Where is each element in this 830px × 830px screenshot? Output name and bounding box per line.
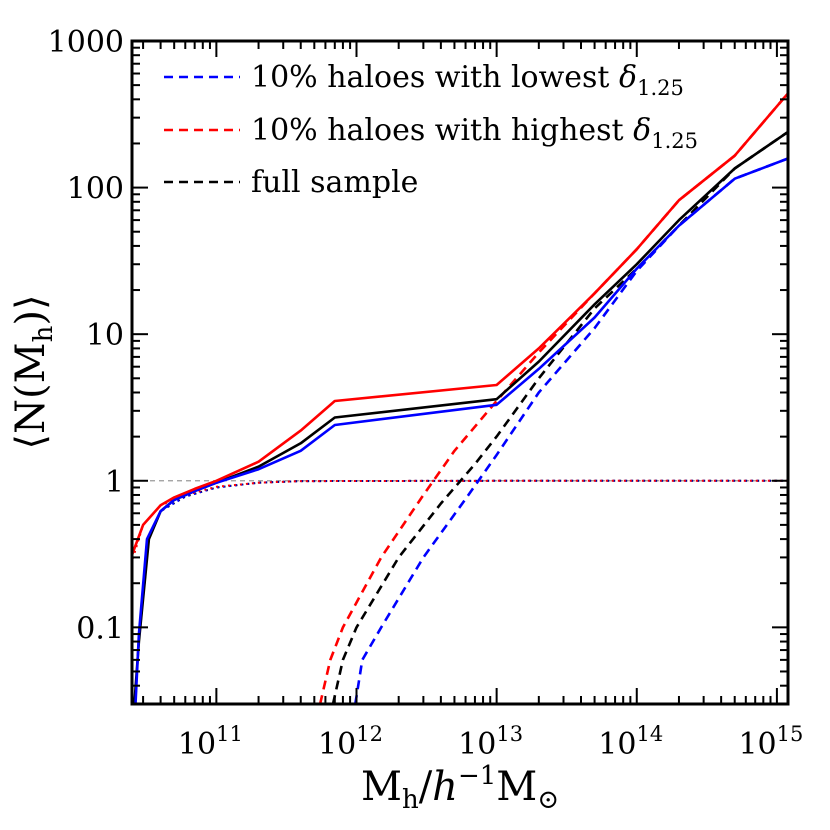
x-label-main: M [361,764,402,810]
legend-delta-subscript: 1.25 [651,129,698,153]
y-tick-label: 0.1 [76,611,124,646]
legend-label-0: 10% haloes with lowest δ1.25 [251,60,684,100]
series-line-2 [132,92,788,559]
x-label-exp: −1 [458,761,496,791]
x-tick-label: 1011 [178,722,243,762]
x-tick-label-base: 10 [318,727,356,762]
x-tick-label: 1012 [318,722,383,762]
y-tick-label: 100 [67,172,124,207]
legend-label-1: 10% haloes with highest δ1.25 [251,113,698,153]
legend-text: 10% haloes with lowest [251,60,619,95]
y-label-open: ⟨ [8,434,54,450]
legend-delta-symbol: δ [633,113,651,148]
y-tick-label: 1000 [48,25,124,60]
y-label-sub: h [29,325,59,342]
series-line-4 [134,479,788,704]
series-line-6 [331,130,788,704]
x-label-sub1: h [402,785,419,815]
series-line-5 [132,479,788,565]
series-line-7 [354,157,788,704]
x-tick-label-base: 10 [598,727,636,762]
x-tick-label-base: 10 [458,727,496,762]
y-tick-label: 10 [86,318,124,353]
series-line-1 [134,157,788,704]
x-tick-label-exp: 15 [777,722,804,746]
y-label-N: N(M [8,342,54,434]
x-label-M: M [496,764,537,810]
x-tick-label-base: 10 [738,727,776,762]
x-tick-label-exp: 11 [216,722,243,746]
legend-delta-symbol: δ [619,60,637,95]
x-tick-label: 1014 [598,722,663,762]
series-line-8 [318,92,788,704]
legend-label-2: full sample [251,165,418,200]
legend-text: 10% haloes with highest [251,113,633,148]
y-axis-label: ⟨N(Mh)⟩ [8,294,59,449]
x-label-slash: / [419,764,433,810]
series-layer [132,92,788,704]
x-tick-label-exp: 14 [636,722,663,746]
y-label-close: )⟩ [8,294,54,325]
x-tick-label: 1015 [738,722,803,762]
x-label-sub2: ⊙ [537,785,559,815]
x-label-h: h [432,764,458,810]
x-tick-label-exp: 13 [496,722,523,746]
legend-text: full sample [251,165,418,200]
x-axis-label: Mh/h−1M⊙ [361,761,559,815]
legend-delta-subscript: 1.25 [637,76,684,100]
x-tick-label-base: 10 [178,727,216,762]
x-tick-label-exp: 12 [356,722,383,746]
series-line-3 [133,479,788,704]
y-tick-label: 1 [105,465,124,500]
plot-frame [130,39,790,706]
x-tick-label: 1013 [458,722,523,762]
